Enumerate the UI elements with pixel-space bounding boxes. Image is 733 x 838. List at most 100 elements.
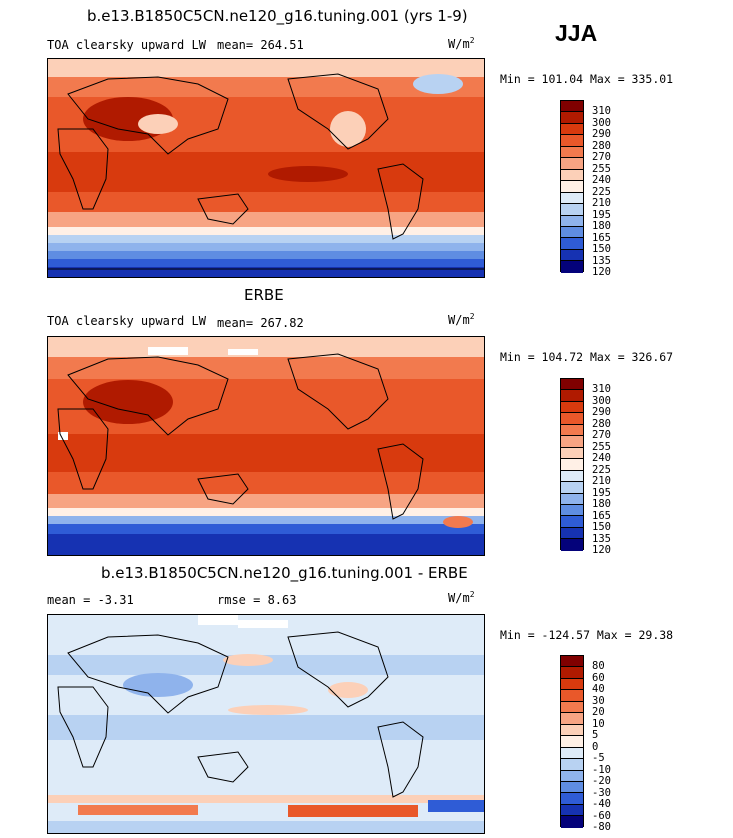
panel2-colorbar-swatch	[561, 504, 583, 517]
panel1-colorbar-swatch	[561, 192, 583, 205]
colorbar-tick: 240	[592, 452, 611, 465]
panel2-colorbar-swatch	[561, 379, 583, 391]
panel2-colorbar-swatch	[561, 390, 583, 402]
panel1-colorbar-swatch	[561, 204, 583, 216]
colorbar-tick: 225	[592, 463, 611, 476]
panel3-colorbar-swatch	[561, 736, 583, 748]
colorbar-tick: 280	[592, 417, 611, 430]
panel2-colorbar-swatch	[561, 482, 583, 494]
panel1-colorbar-swatch	[561, 135, 583, 147]
colorbar-tick: -5	[592, 752, 605, 765]
colorbar-tick: -80	[592, 821, 611, 833]
panel1-colorbar-swatch	[561, 238, 583, 250]
panel1-colorbar-swatch	[561, 181, 583, 193]
panel2-colorbar-swatch	[561, 436, 583, 448]
panel3-title: b.e13.B1850C5CN.ne120_g16.tuning.001 - E…	[101, 564, 468, 582]
panel2-units: W/m2	[448, 312, 475, 327]
panel3-units: W/m2	[448, 590, 475, 605]
colorbar-tick: 10	[592, 717, 605, 730]
colorbar-tick: 310	[592, 383, 611, 396]
panel3-colorbar-swatch	[561, 759, 583, 771]
colorbar-tick: 120	[592, 544, 611, 556]
panel2-colorbar-swatch	[561, 447, 583, 460]
panel1-minmax: Min = 101.04 Max = 335.01	[500, 72, 674, 86]
panel3-colorbar-swatch	[561, 678, 583, 691]
panel3-colorbar-swatch	[561, 690, 583, 702]
panel3-colorbar-swatch	[561, 656, 583, 668]
panel2-colorbar-swatch	[561, 527, 583, 540]
colorbar-tick: 210	[592, 197, 611, 210]
panel2-colorbar-swatch	[561, 493, 583, 505]
colorbar-tick: 0	[592, 740, 599, 753]
panel3-colorbar-swatch	[561, 781, 583, 794]
colorbar-tick: 150	[592, 243, 611, 256]
season-label: JJA	[555, 20, 598, 46]
panel2-colorbar-swatch	[561, 413, 583, 425]
colorbar-tick: 150	[592, 521, 611, 534]
colorbar-tick: 255	[592, 162, 611, 175]
panel1-mean: mean= 264.51	[217, 38, 304, 52]
panel2-colorbar-swatch	[561, 470, 583, 483]
colorbar-tick: 120	[592, 266, 611, 278]
colorbar-tick: 225	[592, 185, 611, 198]
panel1-colorbar-swatch	[561, 101, 583, 113]
panel3-colorbar-swatch	[561, 701, 583, 714]
panel2-colorbar-swatch	[561, 516, 583, 528]
colorbar-tick: 20	[592, 706, 605, 719]
panel2-colorbar	[560, 378, 584, 551]
panel3-map	[47, 614, 485, 834]
colorbar-tick: 30	[592, 694, 605, 707]
panel1-colorbar	[560, 100, 584, 273]
colorbar-tick: 310	[592, 105, 611, 118]
colorbar-tick: 195	[592, 486, 611, 499]
colorbar-tick: 5	[592, 729, 599, 742]
colorbar-tick: 270	[592, 151, 611, 164]
panel1-colorbar-swatch	[561, 146, 583, 159]
panel2-mean: mean= 267.82	[217, 316, 304, 330]
panel1-title: b.e13.B1850C5CN.ne120_g16.tuning.001 (yr…	[87, 7, 468, 25]
colorbar-tick: 80	[592, 660, 605, 673]
panel3-colorbar-swatch	[561, 770, 583, 782]
colorbar-tick: 60	[592, 671, 605, 684]
panel2-minmax: Min = 104.72 Max = 326.67	[500, 350, 674, 364]
panel1-subtitle: TOA clearsky upward LW	[47, 38, 206, 52]
colorbar-tick: 180	[592, 220, 611, 233]
colorbar-tick: 300	[592, 116, 611, 129]
colorbar-tick: -10	[592, 763, 611, 776]
panel1-colorbar-swatch	[561, 123, 583, 136]
panel1-units: W/m2	[448, 36, 475, 51]
panel2-colorbar-swatch	[561, 424, 583, 437]
panel2-map	[47, 336, 485, 556]
colorbar-tick: 290	[592, 406, 611, 419]
panel1-colorbar-swatch	[561, 261, 583, 273]
panel1-colorbar-swatch	[561, 112, 583, 124]
colorbar-tick: 40	[592, 683, 605, 696]
colorbar-tick: -60	[592, 809, 611, 822]
panel3-colorbar	[560, 655, 584, 828]
panel1-colorbar-swatch	[561, 169, 583, 182]
colorbar-tick: 270	[592, 429, 611, 442]
panel1-colorbar-swatch	[561, 249, 583, 262]
panel3-colorbar-swatch	[561, 816, 583, 828]
colorbar-tick: 290	[592, 128, 611, 141]
colorbar-tick: 165	[592, 231, 611, 244]
panel3-colorbar-swatch	[561, 724, 583, 737]
panel2-title: ERBE	[244, 286, 284, 304]
panel1-colorbar-swatch	[561, 215, 583, 227]
colorbar-tick: 195	[592, 208, 611, 221]
panel3-rmse: rmse = 8.63	[217, 593, 297, 607]
panel3-colorbar-swatch	[561, 793, 583, 805]
colorbar-tick: 300	[592, 394, 611, 407]
colorbar-tick: -20	[592, 775, 611, 788]
panel3-colorbar-swatch	[561, 667, 583, 679]
panel1-map	[47, 58, 485, 278]
panel2-colorbar-swatch	[561, 401, 583, 414]
colorbar-tick: 240	[592, 174, 611, 187]
colorbar-tick: 135	[592, 532, 611, 545]
colorbar-tick: 165	[592, 509, 611, 522]
panel3-colorbar-swatch	[561, 747, 583, 760]
panel3-minmax: Min = -124.57 Max = 29.38	[500, 628, 674, 642]
panel2-subtitle: TOA clearsky upward LW	[47, 314, 206, 328]
panel2-colorbar-swatch	[561, 459, 583, 471]
panel1-colorbar-swatch	[561, 226, 583, 239]
